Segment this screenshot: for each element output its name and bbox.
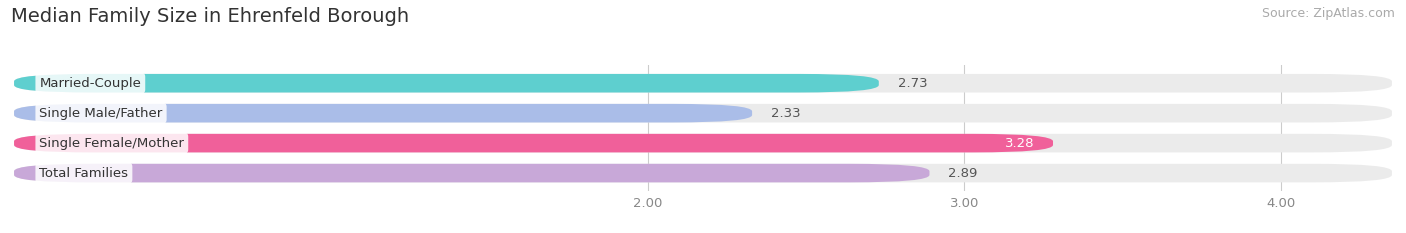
Text: Married-Couple: Married-Couple bbox=[39, 77, 141, 90]
Text: 2.89: 2.89 bbox=[949, 167, 977, 180]
FancyBboxPatch shape bbox=[14, 104, 752, 123]
Text: Single Female/Mother: Single Female/Mother bbox=[39, 137, 184, 150]
FancyBboxPatch shape bbox=[14, 164, 1392, 182]
Text: Median Family Size in Ehrenfeld Borough: Median Family Size in Ehrenfeld Borough bbox=[11, 7, 409, 26]
FancyBboxPatch shape bbox=[14, 164, 929, 182]
FancyBboxPatch shape bbox=[14, 134, 1392, 152]
Text: 3.28: 3.28 bbox=[1004, 137, 1033, 150]
FancyBboxPatch shape bbox=[14, 104, 1392, 123]
FancyBboxPatch shape bbox=[14, 134, 1053, 152]
Text: 2.33: 2.33 bbox=[770, 107, 801, 120]
FancyBboxPatch shape bbox=[14, 74, 879, 93]
Text: Total Families: Total Families bbox=[39, 167, 128, 180]
FancyBboxPatch shape bbox=[14, 74, 1392, 93]
Text: 2.73: 2.73 bbox=[898, 77, 928, 90]
Text: Source: ZipAtlas.com: Source: ZipAtlas.com bbox=[1261, 7, 1395, 20]
Text: Single Male/Father: Single Male/Father bbox=[39, 107, 163, 120]
